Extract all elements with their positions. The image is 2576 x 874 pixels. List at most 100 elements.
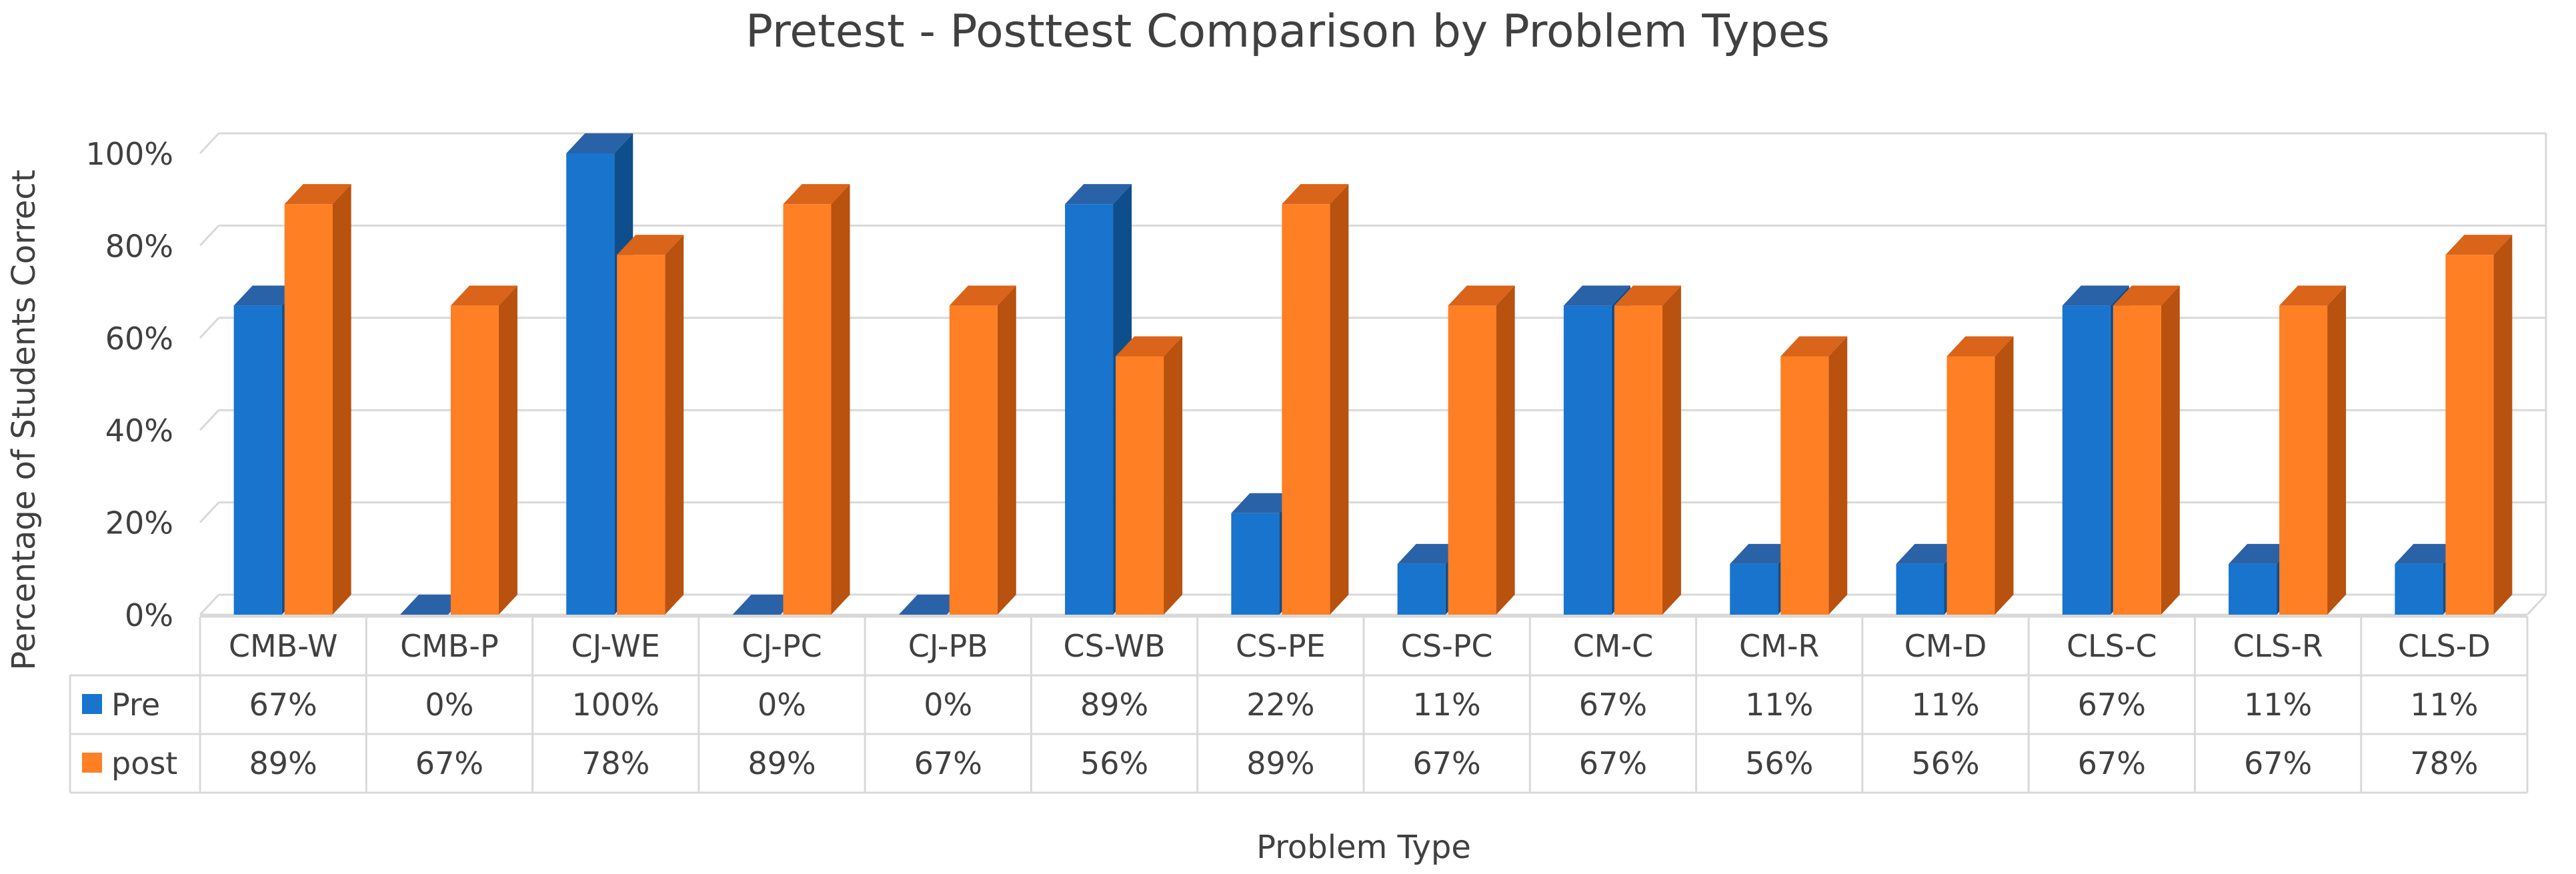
data-label: 67% xyxy=(2078,687,2146,723)
bar-pre xyxy=(1065,184,1132,615)
data-label: 0% xyxy=(758,687,806,723)
bar-post-side xyxy=(2161,285,2180,615)
bar-pre-front xyxy=(1896,563,1945,615)
bar-post-front xyxy=(949,305,998,615)
bar-post xyxy=(783,184,850,615)
data-label: 56% xyxy=(1080,745,1148,781)
y-tick-label: 80% xyxy=(105,228,173,264)
x-axis-label: Problem Type xyxy=(1256,829,1471,866)
y-tick-label: 60% xyxy=(105,321,173,357)
bar-post-front xyxy=(783,204,832,615)
bar-post xyxy=(1448,285,1515,615)
data-label: 67% xyxy=(249,687,317,723)
bar-pre-front xyxy=(2229,563,2277,615)
bar-post-top xyxy=(1780,336,1848,357)
category-label: CM-D xyxy=(1904,628,1987,664)
data-label: 89% xyxy=(1246,745,1314,781)
bar-post-front xyxy=(450,305,499,615)
bar-pre-top xyxy=(732,595,800,615)
bar-post-top xyxy=(450,285,517,306)
y-axis-label: Percentage of Students Correct xyxy=(5,169,43,670)
data-label: 89% xyxy=(1080,687,1148,723)
legend-label-pre: Pre xyxy=(111,687,160,723)
bar-pre-top xyxy=(898,595,966,615)
bar-post-front xyxy=(2113,305,2161,615)
bar-post-front xyxy=(2445,255,2494,615)
category-label: CS-WB xyxy=(1064,628,1166,664)
bar-pre-top xyxy=(2062,285,2129,306)
data-label: 78% xyxy=(2410,745,2478,781)
bar-post-top xyxy=(1448,285,1515,306)
y-tick-label: 20% xyxy=(105,505,173,541)
bar-post xyxy=(617,235,684,615)
bar-post-front xyxy=(1614,305,1662,615)
bar-post-side xyxy=(831,184,850,615)
bar-post-front xyxy=(617,255,666,615)
bar-post-top xyxy=(1614,285,1681,306)
gridline-depth xyxy=(199,132,220,155)
bar-post xyxy=(2445,235,2513,615)
bar-post-front xyxy=(1780,356,1829,615)
category-label: CJ-WE xyxy=(571,628,660,664)
category-label: CLS-C xyxy=(2067,628,2157,664)
bar-post-top xyxy=(2445,235,2513,255)
category-label: CS-PE xyxy=(1236,628,1326,664)
bar-post-side xyxy=(2493,235,2513,615)
bar-post-top xyxy=(2279,285,2347,306)
y-tick-label: 100% xyxy=(85,136,173,172)
data-label: 67% xyxy=(914,745,982,781)
data-label: 67% xyxy=(1579,745,1647,781)
floor-side-edge xyxy=(2526,593,2547,616)
plot-area: 0% 20% 40% 60% 80% 100% xyxy=(85,132,2547,633)
bar-post-front xyxy=(1116,356,1164,615)
bar-post-side xyxy=(2327,285,2347,615)
bar-post xyxy=(1282,184,1349,615)
data-label: 22% xyxy=(1246,687,1314,723)
bar-pre-front xyxy=(566,153,615,615)
bar-post xyxy=(2113,285,2180,615)
data-label: 67% xyxy=(1579,687,1647,723)
bar-pre-top xyxy=(1730,543,1797,564)
bar-pre xyxy=(898,595,966,615)
bar-post-front xyxy=(1448,305,1496,615)
gridline-depth xyxy=(199,593,220,616)
gridline-depth xyxy=(199,501,220,523)
data-label: 11% xyxy=(1911,687,1979,723)
bar-post xyxy=(949,285,1016,615)
data-table: CMB-W CMB-P CJ-WE CJ-PC CJ-PB CS-WB CS-PE CS-PC… xyxy=(69,615,2529,794)
bar-post-side xyxy=(332,184,351,615)
y-tick-label: 0% xyxy=(125,597,173,633)
gridline-depth xyxy=(199,225,220,247)
bar-pre-front xyxy=(1065,204,1114,615)
bar-post-top xyxy=(617,235,684,255)
gridline-depth xyxy=(199,409,220,431)
bar-pre-top xyxy=(1397,543,1464,564)
bar-pre-top xyxy=(566,133,633,153)
bar-post-top xyxy=(2113,285,2180,306)
data-label: 78% xyxy=(581,745,650,781)
bar-post xyxy=(1614,285,1681,615)
data-label: 89% xyxy=(249,745,317,781)
bar-pre-front xyxy=(2395,563,2443,615)
legend-label-post: post xyxy=(111,745,177,781)
bar-post xyxy=(1780,336,1848,615)
bar-post-front xyxy=(1947,356,1995,615)
category-label: CM-C xyxy=(1573,628,1654,664)
data-label: 67% xyxy=(2244,745,2312,781)
category-label: CLS-R xyxy=(2233,628,2323,664)
bar-post xyxy=(2279,285,2347,615)
data-label: 89% xyxy=(748,745,816,781)
data-label: 56% xyxy=(1911,745,1979,781)
bar-pre-top xyxy=(1065,184,1132,205)
data-label: 67% xyxy=(415,745,483,781)
bar-post xyxy=(284,184,351,615)
bar-post-top xyxy=(783,184,850,205)
data-label: 11% xyxy=(2410,687,2478,723)
bar-post-top xyxy=(1947,336,2014,357)
data-label: 67% xyxy=(2078,745,2146,781)
bar-post-front xyxy=(2279,305,2328,615)
bar-pre xyxy=(1231,493,1298,615)
data-label: 11% xyxy=(1413,687,1481,723)
chart-title: Pretest - Posttest Comparison by Problem… xyxy=(746,5,1830,58)
bar-post-front xyxy=(1282,204,1330,615)
